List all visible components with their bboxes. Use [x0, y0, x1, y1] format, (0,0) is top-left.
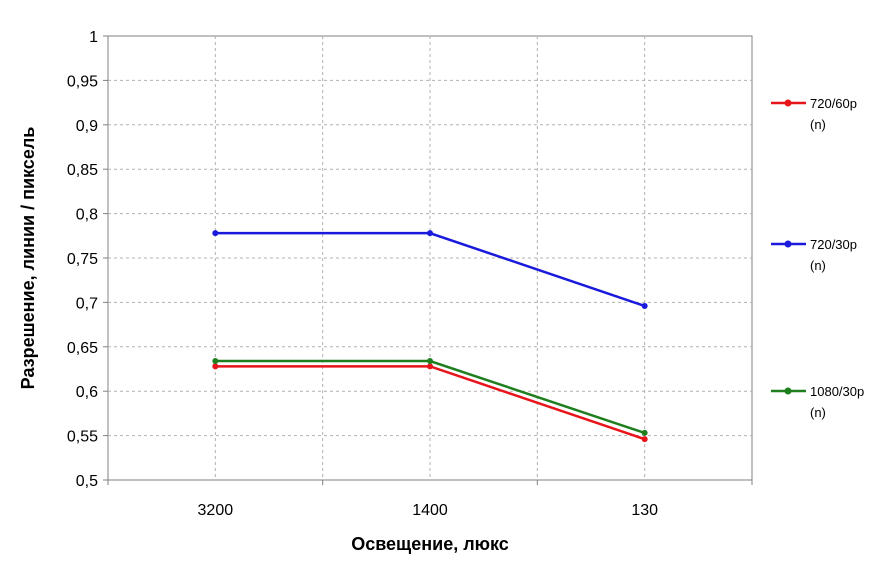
legend-label: 720/60p: [810, 96, 857, 111]
data-series: [212, 230, 648, 443]
y-tick-label: 0,55: [67, 429, 98, 446]
data-point: [427, 230, 433, 237]
x-axis-ticks: 3200 1400 130: [107, 480, 753, 519]
legend-label-sub: (n): [810, 117, 826, 132]
x-tick-label: 3200: [198, 502, 234, 519]
y-tick-label: 0,9: [76, 118, 98, 135]
legend-label-sub: (n): [810, 258, 826, 273]
y-axis-title: Разрешение, линии / пиксель: [18, 127, 38, 390]
data-point: [212, 363, 219, 370]
legend-swatch-point: [784, 240, 792, 248]
legend-label-sub: (n): [810, 405, 826, 420]
x-axis-title: Освещение, люкс: [351, 534, 509, 554]
data-point: [427, 363, 433, 370]
y-tick-label: 0,6: [76, 384, 98, 401]
data-point: [641, 436, 648, 443]
data-point: [212, 230, 219, 237]
y-tick-label: 0,8: [76, 207, 98, 224]
data-point: [212, 358, 219, 365]
x-tick-label: 130: [631, 502, 658, 519]
y-tick-label: 1: [89, 29, 98, 46]
legend-label: 1080/30p: [810, 384, 864, 399]
y-axis-ticks: 0,5 0,55 0,6 0,65 0,7 0,75 0,8 0,85 0,9 0,95 1: [67, 29, 108, 490]
y-tick-label: 0,7: [76, 295, 98, 312]
data-point: [427, 358, 433, 365]
y-tick-label: 0,95: [67, 73, 98, 90]
y-tick-label: 0,5: [76, 473, 98, 490]
y-tick-label: 0,65: [67, 340, 98, 357]
data-point: [641, 302, 648, 309]
y-tick-label: 0,75: [67, 251, 98, 268]
x-tick-label: 1400: [412, 502, 448, 519]
legend-label: 720/30p: [810, 237, 857, 252]
data-point: [641, 429, 648, 436]
legend-swatch-point: [784, 99, 792, 107]
legend-swatch-point: [784, 387, 792, 395]
y-tick-label: 0,85: [67, 162, 98, 179]
legend: 720/60p (n) 720/30p (n) 1080/30p (n): [771, 96, 864, 420]
